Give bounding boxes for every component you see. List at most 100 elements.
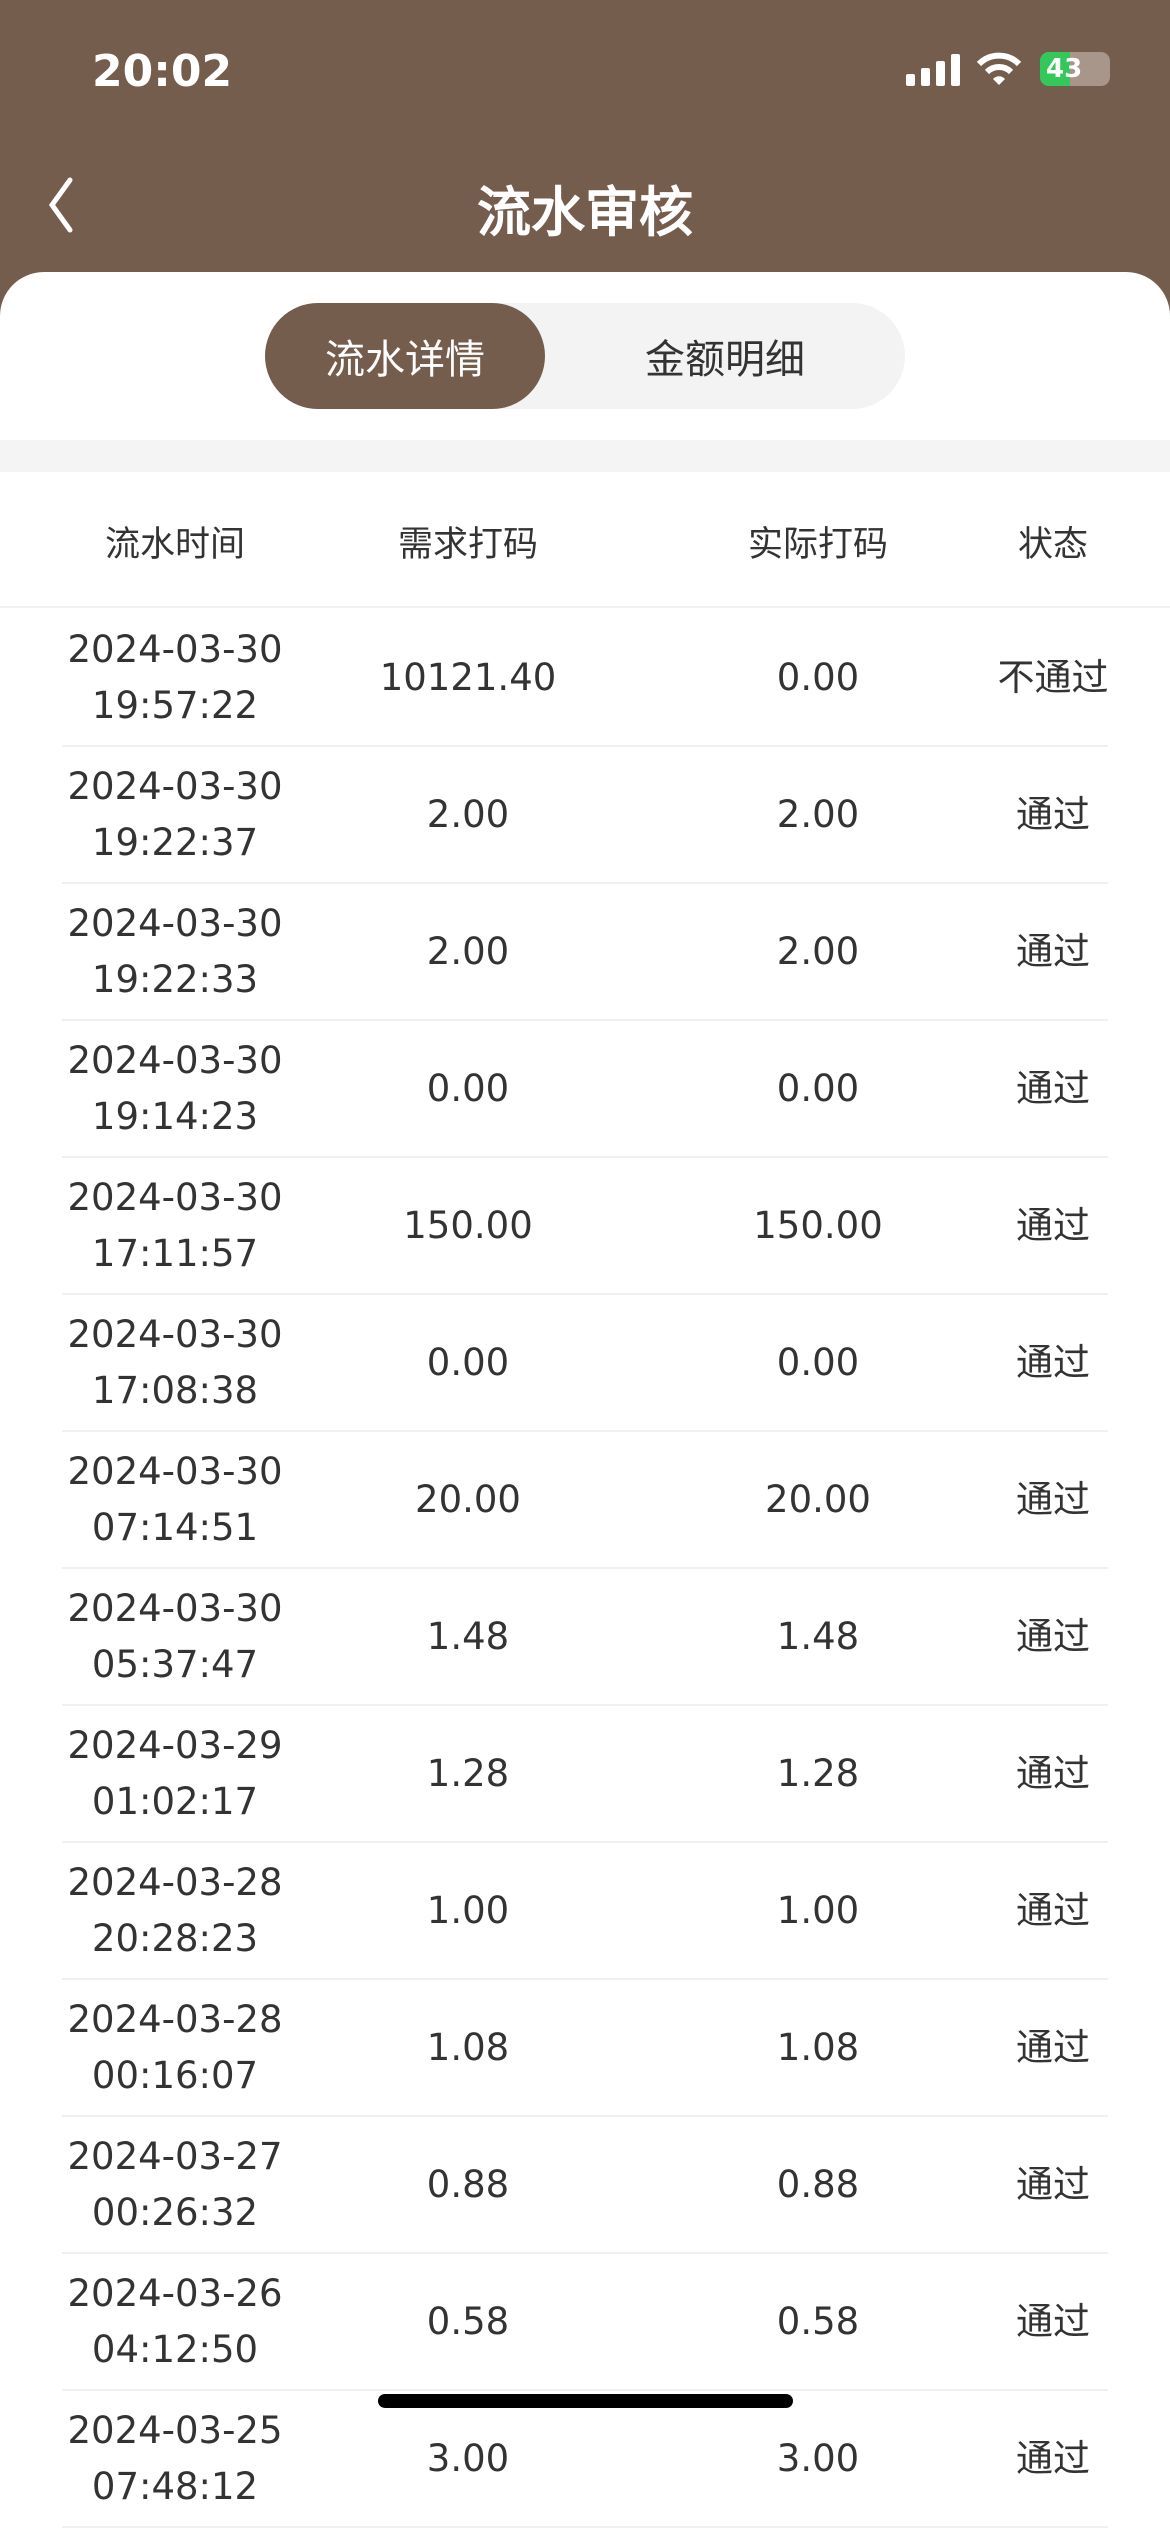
status-cell: 通过 [1016, 2162, 1090, 2206]
time-date: 2024-03-25 [67, 2408, 283, 2452]
actual-cell: 150.00 [753, 1203, 883, 1247]
actual-cell: 3.00 [776, 2436, 860, 2480]
page-title: 流水审核 [477, 181, 693, 244]
actual-cell: 1.00 [776, 1888, 860, 1932]
time-time: 07:48:12 [91, 2464, 259, 2508]
time-cell: 2024-03-28 00:16:07 [67, 1992, 282, 2104]
required-cell: 1.48 [426, 1614, 510, 1658]
time-date: 2024-03-30 [67, 901, 283, 945]
table-row: 2024-03-26 04:12:50 0.58 0.58 通过 [62, 2254, 1108, 2391]
status-cell: 通过 [1016, 1477, 1090, 1521]
column-header-actual: 实际打码 [747, 525, 889, 565]
status-cell: 通过 [1016, 1614, 1090, 1658]
actual-cell: 0.58 [776, 2299, 860, 2343]
column-header-required: 需求打码 [397, 525, 539, 565]
actual-cell: 2.00 [776, 792, 860, 836]
tab-amount-details[interactable]: 金额明细 [645, 337, 805, 383]
required-cell: 10121.40 [379, 655, 557, 699]
battery-level: 43 [1046, 54, 1083, 84]
actual-cell: 2.00 [776, 929, 860, 973]
actual-cell: 0.00 [776, 655, 860, 699]
table-row: 2024-03-25 07:48:12 3.00 3.00 通过 [62, 2391, 1108, 2528]
status-cell: 通过 [1016, 1203, 1090, 1247]
actual-cell: 0.88 [776, 2162, 860, 2206]
time-time: 17:11:57 [91, 1231, 259, 1275]
divider [0, 440, 1170, 472]
time-date: 2024-03-30 [67, 1312, 283, 1356]
time-date: 2024-03-30 [67, 1586, 283, 1630]
time-date: 2024-03-30 [67, 1449, 283, 1493]
time-cell: 2024-03-30 17:11:57 [67, 1170, 282, 1282]
time-time: 07:14:51 [91, 1505, 259, 1549]
time-time: 19:14:23 [91, 1094, 259, 1138]
status-cell: 通过 [1016, 1066, 1090, 1110]
time-time: 00:26:32 [91, 2190, 259, 2234]
status-time: 20:02 [92, 46, 233, 97]
required-cell: 1.28 [426, 1751, 510, 1795]
time-date: 2024-03-27 [67, 2134, 283, 2178]
time-time: 04:12:50 [91, 2327, 259, 2371]
time-cell: 2024-03-30 07:14:51 [67, 1444, 282, 1556]
time-cell: 2024-03-29 01:02:17 [67, 1718, 282, 1830]
battery-icon: 43 [1040, 52, 1110, 86]
time-date: 2024-03-30 [67, 1175, 283, 1219]
actual-cell: 0.00 [776, 1340, 860, 1384]
required-cell: 3.00 [426, 2436, 510, 2480]
home-indicator [378, 2394, 793, 2408]
time-date: 2024-03-26 [67, 2271, 283, 2315]
tab-flow-details[interactable]: 流水详情 [265, 303, 545, 409]
time-time: 01:02:17 [91, 1779, 259, 1823]
required-cell: 2.00 [426, 929, 510, 973]
table-row: 2024-03-30 19:22:33 2.00 2.00 通过 [62, 884, 1108, 1021]
required-cell: 0.00 [426, 1340, 510, 1384]
required-cell: 150.00 [403, 1203, 533, 1247]
time-cell: 2024-03-28 20:28:23 [67, 1855, 282, 1967]
actual-cell: 1.28 [776, 1751, 860, 1795]
time-cell: 2024-03-30 19:14:23 [67, 1033, 282, 1145]
time-cell: 2024-03-26 04:12:50 [67, 2266, 282, 2378]
required-cell: 0.58 [426, 2299, 510, 2343]
table-row: 2024-03-29 01:02:17 1.28 1.28 通过 [62, 1706, 1108, 1843]
column-header-time: 流水时间 [104, 525, 246, 565]
time-date: 2024-03-28 [67, 1997, 283, 2041]
segmented-tabs: 流水详情 金额明细 [265, 303, 905, 409]
required-cell: 0.88 [426, 2162, 510, 2206]
cellular-signal-icon [906, 54, 960, 86]
time-time: 19:22:37 [91, 820, 259, 864]
status-cell: 通过 [1016, 2025, 1090, 2069]
time-time: 19:22:33 [91, 957, 259, 1001]
status-cell: 通过 [1016, 1888, 1090, 1932]
table-row: 2024-03-30 19:14:23 0.00 0.00 通过 [62, 1021, 1108, 1158]
time-time: 19:57:22 [91, 683, 259, 727]
time-time: 05:37:47 [91, 1642, 259, 1686]
table-row: 2024-03-28 20:28:23 1.00 1.00 通过 [62, 1843, 1108, 1980]
table-header: 流水时间 需求打码 实际打码 状态 [0, 472, 1170, 608]
time-date: 2024-03-30 [67, 627, 283, 671]
required-cell: 1.08 [426, 2025, 510, 2069]
status-cell: 通过 [1016, 2436, 1090, 2480]
header-bar: 20:02 43 流水审核 [0, 0, 1170, 320]
status-cell: 不通过 [997, 655, 1109, 699]
time-date: 2024-03-30 [67, 764, 283, 808]
time-cell: 2024-03-27 00:26:32 [67, 2129, 282, 2241]
status-cell: 通过 [1016, 792, 1090, 836]
actual-cell: 1.08 [776, 2025, 860, 2069]
wifi-icon [976, 52, 1022, 85]
time-cell: 2024-03-25 07:48:12 [67, 2403, 282, 2515]
time-time: 20:28:23 [91, 1916, 259, 1960]
actual-cell: 0.00 [776, 1066, 860, 1110]
status-cell: 通过 [1016, 1340, 1090, 1384]
back-chevron-icon[interactable] [40, 170, 90, 240]
column-header-status: 状态 [1017, 525, 1089, 565]
time-cell: 2024-03-30 19:22:37 [67, 759, 282, 871]
table-row: 2024-03-30 07:14:51 20.00 20.00 通过 [62, 1432, 1108, 1569]
time-time: 00:16:07 [91, 2053, 259, 2097]
time-cell: 2024-03-30 05:37:47 [67, 1581, 282, 1693]
table-row: 2024-03-30 19:22:37 2.00 2.00 通过 [62, 747, 1108, 884]
time-time: 17:08:38 [91, 1368, 259, 1412]
actual-cell: 20.00 [765, 1477, 871, 1521]
time-cell: 2024-03-30 19:22:33 [67, 896, 282, 1008]
time-date: 2024-03-30 [67, 1038, 283, 1082]
actual-cell: 1.48 [776, 1614, 860, 1658]
table-row: 2024-03-27 00:26:32 0.88 0.88 通过 [62, 2117, 1108, 2254]
